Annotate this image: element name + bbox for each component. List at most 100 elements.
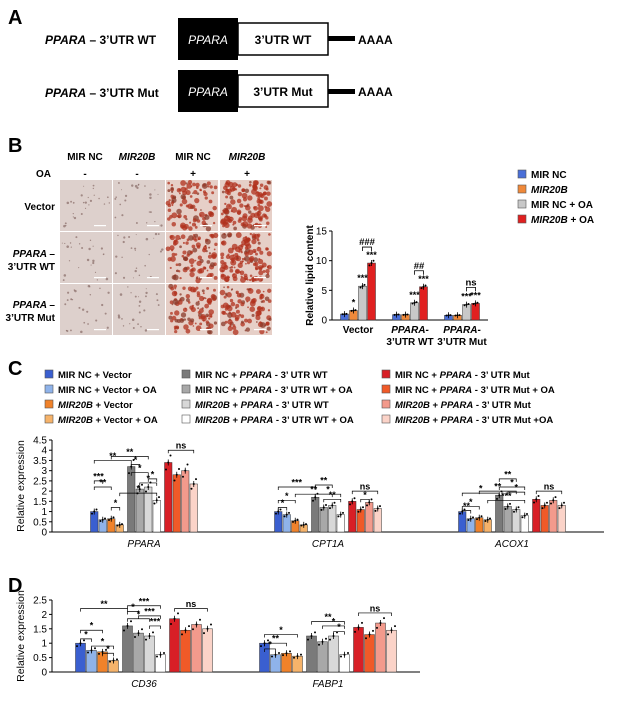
legend-b-label: MIR20B + OA bbox=[531, 215, 594, 226]
tile-speck bbox=[149, 196, 152, 200]
microscopy-tile bbox=[60, 232, 112, 283]
tile-speck bbox=[236, 292, 242, 298]
tile-speck bbox=[208, 252, 212, 255]
tile-speck bbox=[78, 243, 81, 245]
d-point bbox=[116, 658, 118, 661]
tile-speck bbox=[205, 238, 211, 245]
tile-speck bbox=[128, 235, 131, 239]
tile-speck bbox=[70, 329, 72, 332]
tile-speck bbox=[232, 223, 235, 226]
c-y-tick-label: 4 bbox=[41, 446, 47, 457]
col-header-2: MIR20B bbox=[119, 152, 156, 163]
tile-speck bbox=[194, 322, 197, 325]
tile-speck bbox=[138, 300, 142, 303]
tile-speck bbox=[229, 195, 234, 200]
tile-speck bbox=[170, 319, 174, 323]
c-category-label: ACOX1 bbox=[494, 539, 529, 550]
tile-speck bbox=[204, 297, 207, 300]
c-point bbox=[359, 508, 362, 511]
tile-speck bbox=[134, 247, 137, 250]
tile-speck bbox=[240, 302, 245, 307]
tile-speck bbox=[253, 276, 259, 282]
tile-speck bbox=[212, 297, 217, 301]
c-bracket bbox=[498, 478, 517, 482]
c-bracket-label: ** bbox=[463, 501, 471, 511]
d-bar bbox=[169, 618, 180, 673]
tile-speck bbox=[95, 319, 98, 322]
tile-speck bbox=[247, 318, 252, 324]
tile-speck bbox=[107, 291, 110, 294]
tile-speck bbox=[228, 181, 234, 188]
tile-speck bbox=[209, 185, 213, 189]
c-point bbox=[560, 504, 563, 507]
c-bracket bbox=[93, 486, 112, 491]
tile-speck bbox=[188, 226, 193, 231]
tile-speck bbox=[202, 266, 206, 270]
tile-speck bbox=[66, 245, 69, 248]
c-point bbox=[353, 497, 356, 500]
tile-speck bbox=[134, 249, 136, 251]
tile-speck bbox=[240, 243, 244, 248]
tile-speck bbox=[187, 317, 191, 321]
c-point bbox=[515, 508, 518, 511]
tile-speck bbox=[223, 286, 225, 289]
d-point bbox=[343, 653, 346, 656]
c-point bbox=[472, 516, 474, 519]
c-bar bbox=[172, 474, 181, 533]
tile-speck bbox=[180, 234, 186, 240]
c-bracket bbox=[93, 460, 132, 464]
tile-speck bbox=[117, 182, 120, 184]
c-point bbox=[554, 496, 557, 499]
legend-b-swatch bbox=[517, 214, 527, 224]
tile-speck bbox=[173, 284, 177, 289]
tile-speck bbox=[154, 189, 156, 191]
tile-speck bbox=[206, 260, 211, 264]
tile-speck bbox=[148, 253, 150, 256]
tile-speck bbox=[247, 249, 254, 256]
microscopy-tile bbox=[60, 284, 112, 335]
microscopy-row-labels: Vector PPARA – 3’UTR WT PPARA – 3’UTR Mu… bbox=[6, 202, 56, 324]
tile-speck bbox=[255, 252, 258, 256]
tile-speck bbox=[230, 216, 232, 219]
microscopy-tile bbox=[220, 180, 273, 231]
tile-speck bbox=[131, 318, 135, 322]
b-bracket bbox=[466, 286, 476, 292]
oa-label: OA bbox=[36, 169, 51, 180]
tile-speck bbox=[262, 290, 265, 293]
tile-speck bbox=[138, 296, 140, 298]
b-point bbox=[465, 303, 468, 306]
tile-speck bbox=[181, 254, 185, 258]
tile-speck bbox=[89, 286, 91, 288]
b-point bbox=[352, 309, 355, 312]
tile-speck bbox=[83, 321, 86, 324]
tile-speck bbox=[267, 288, 272, 293]
c-y-tick-label: 1.5 bbox=[33, 497, 47, 508]
tile-speck bbox=[231, 260, 235, 264]
c-bar bbox=[458, 511, 467, 533]
c-point bbox=[93, 510, 96, 513]
tile-speck bbox=[264, 196, 268, 201]
tile-speck bbox=[193, 190, 198, 195]
tile-speck bbox=[205, 320, 209, 324]
b-point bbox=[393, 313, 396, 316]
tile-speck bbox=[238, 313, 242, 317]
tile-speck bbox=[124, 199, 127, 202]
tile-speck bbox=[223, 295, 227, 299]
d-point bbox=[383, 617, 385, 620]
d-point bbox=[83, 639, 85, 642]
d-bracket bbox=[80, 608, 128, 612]
col-header-1: MIR NC bbox=[67, 152, 103, 163]
tile-speck bbox=[170, 201, 175, 205]
b-star-label: * bbox=[352, 298, 356, 308]
c-point bbox=[541, 507, 544, 510]
tile-speck bbox=[258, 266, 263, 271]
tile-speck bbox=[174, 287, 177, 290]
tile-speck bbox=[187, 180, 193, 185]
b-bracket-label: ns bbox=[465, 277, 476, 288]
tile-speck bbox=[117, 234, 119, 237]
b-point bbox=[458, 314, 461, 317]
d-point bbox=[199, 618, 201, 621]
d-point bbox=[267, 639, 269, 642]
tile-speck bbox=[227, 232, 233, 238]
tile-speck bbox=[236, 198, 242, 204]
